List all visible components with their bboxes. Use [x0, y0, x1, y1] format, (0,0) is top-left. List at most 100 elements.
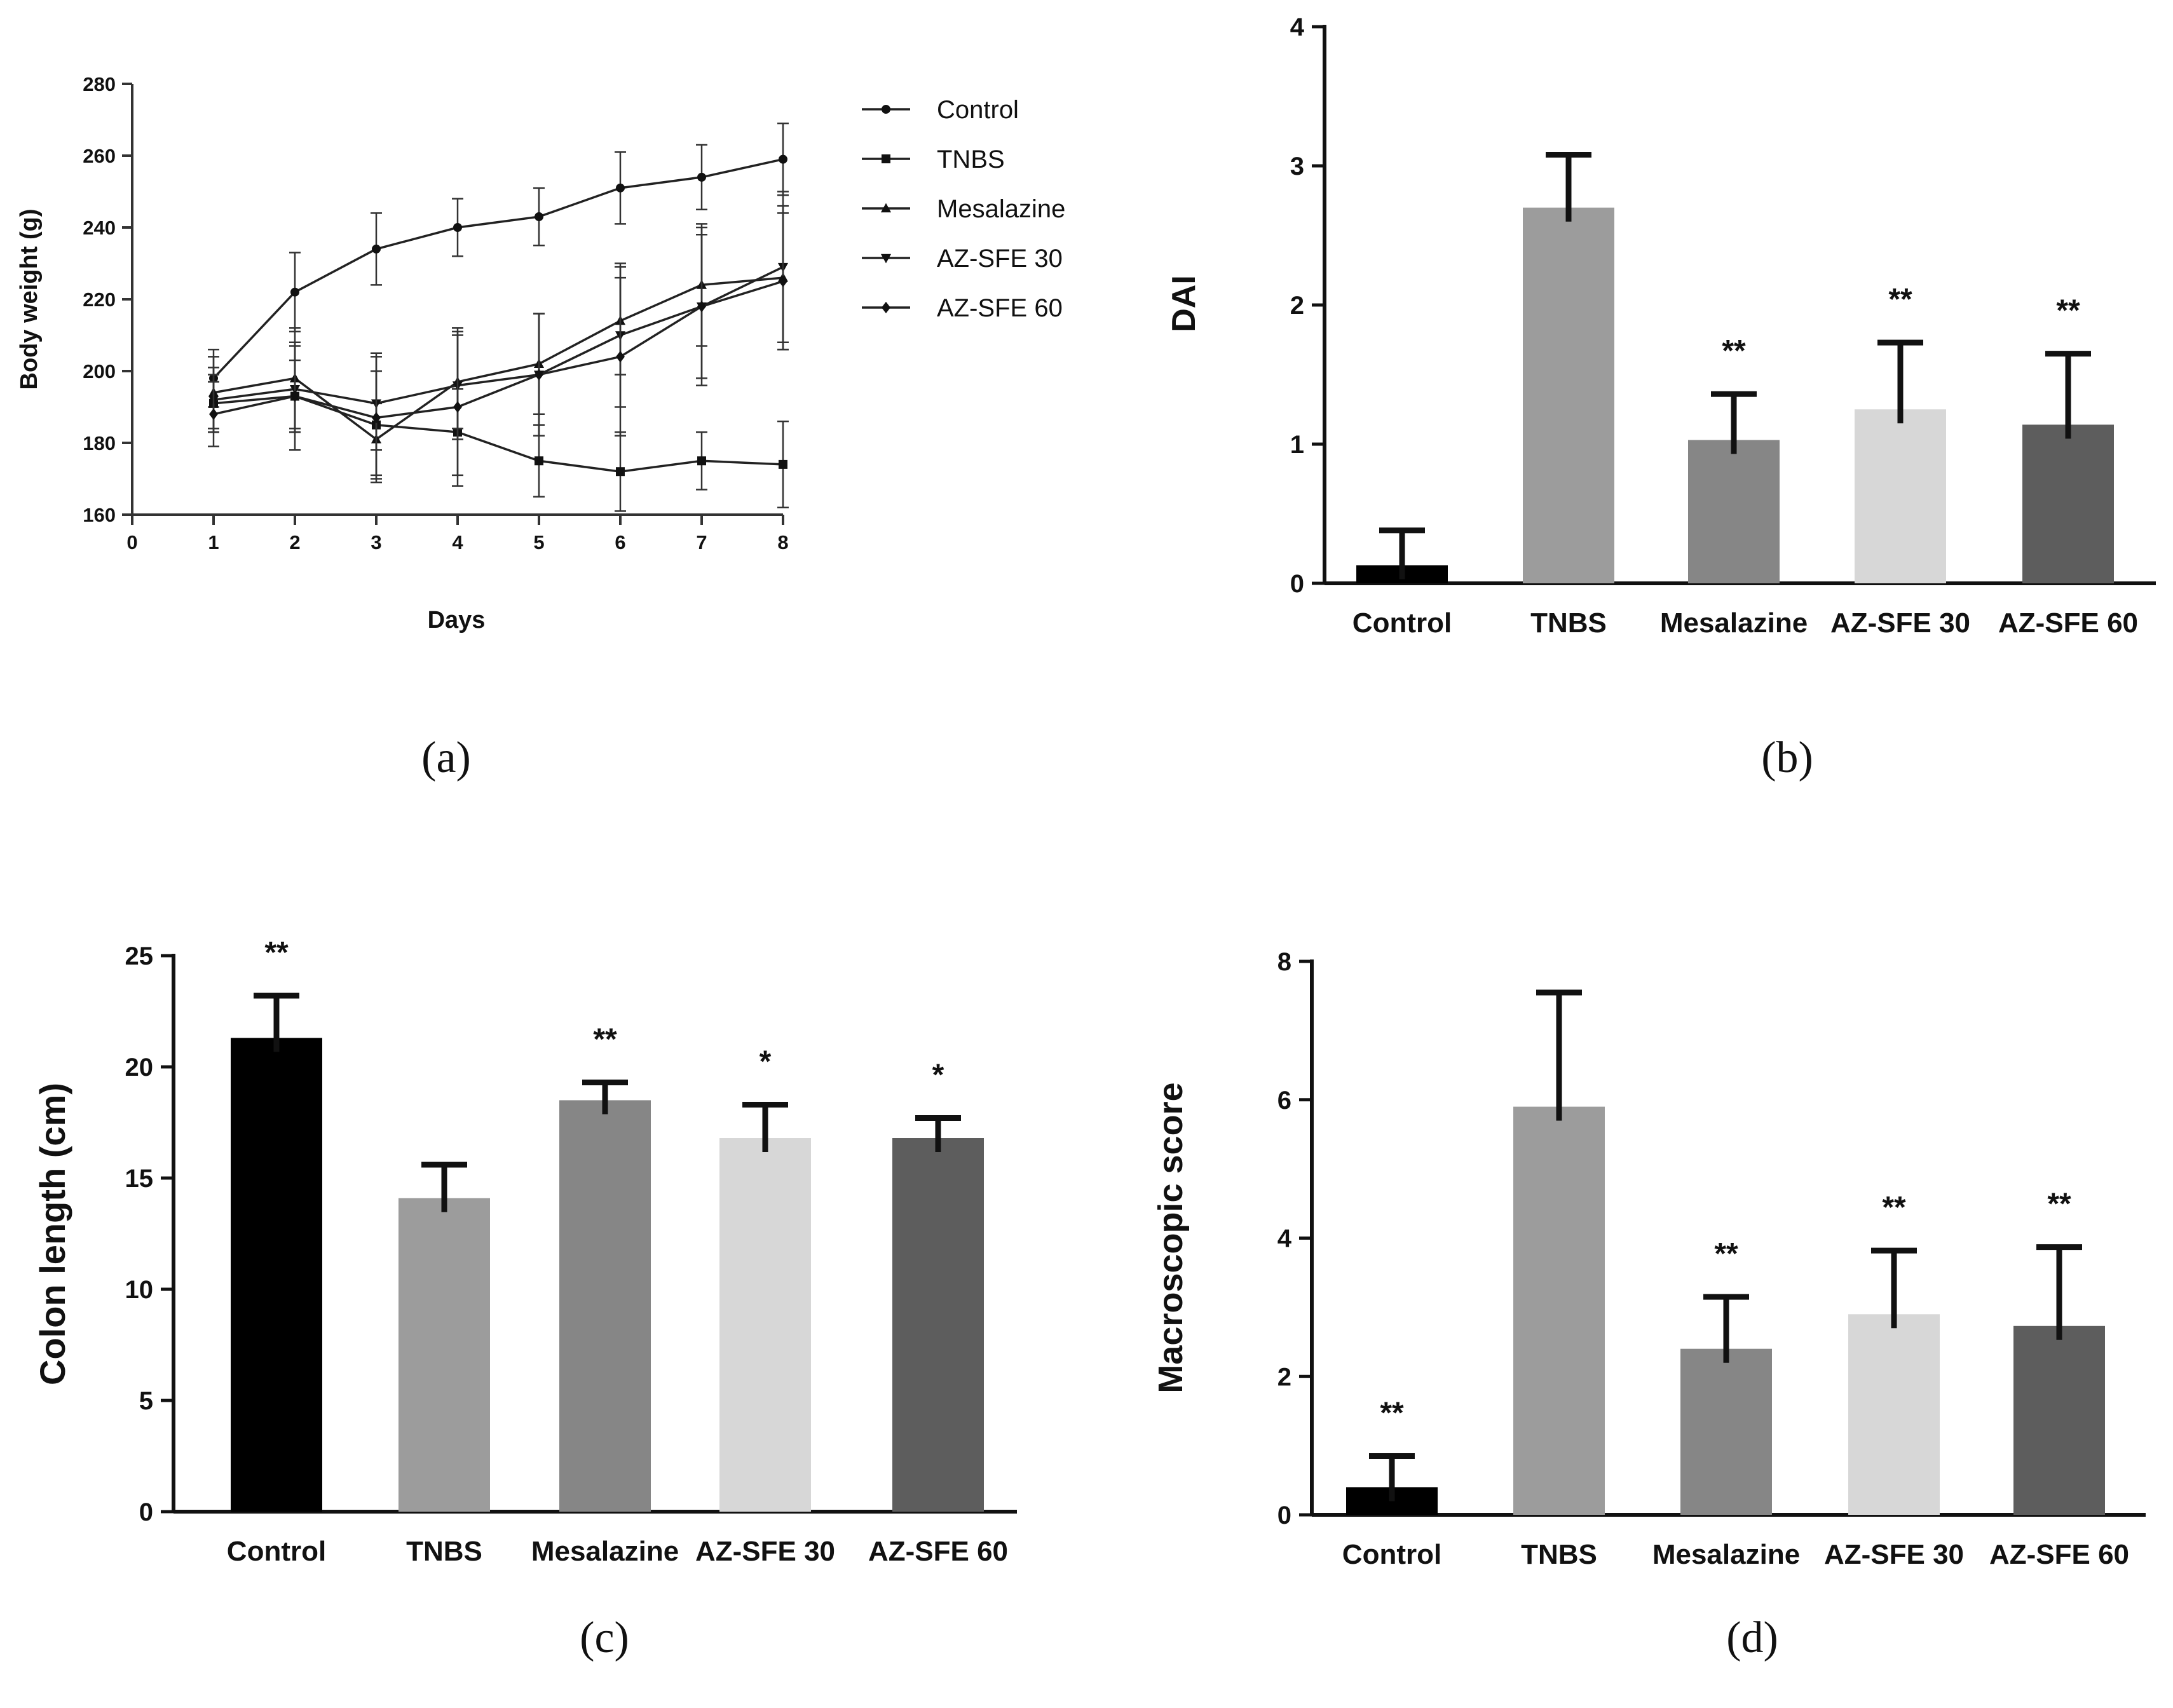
bar [398, 1198, 490, 1512]
x-tick-label: 6 [615, 531, 625, 553]
y-tick-label: 3 [1290, 152, 1304, 180]
data-point [209, 408, 218, 420]
x-tick-label: Control [1342, 1539, 1441, 1570]
y-tick-label: 8 [1277, 948, 1291, 976]
x-tick-label: AZ-SFE 60 [1989, 1539, 2129, 1570]
bar-group-control [231, 993, 322, 1512]
bar [2013, 1325, 2105, 1515]
legend-marker [882, 105, 890, 114]
legend-label: AZ-SFE 60 [937, 294, 1063, 322]
legend-label: TNBS [937, 146, 1005, 173]
panel-d-macroscopic-score-bar-chart: 0 2 4 6 8 Macroscopic score Control ** TNBS Mesal… [1152, 948, 2146, 1570]
figure-label-b: (b) [1761, 733, 1813, 782]
bar-group-az-sfe-60 [2013, 1244, 2105, 1515]
legend-marker [880, 254, 892, 264]
x-tick-label: AZ-SFE 30 [1830, 607, 1970, 639]
significance-label: ** [1888, 283, 1912, 316]
bar [1855, 409, 1946, 583]
data-point [616, 351, 625, 363]
x-tick-label: Mesalazine [1660, 607, 1808, 639]
legend-marker [882, 301, 890, 314]
y-tick-label: 0 [1290, 570, 1304, 598]
series-line [213, 266, 784, 405]
y-axis-title: Colon length (cm) [32, 1083, 72, 1385]
y-tick-label: 20 [125, 1054, 154, 1081]
legend-label: Control [937, 96, 1019, 124]
figure-label-c: (c) [580, 1613, 629, 1662]
legend: Control TNBS Mesalazine AZ-SFE 30 AZ-SFE 60 [862, 96, 1065, 322]
significance-label: * [760, 1045, 772, 1079]
data-point [697, 172, 706, 182]
x-tick-label: AZ-SFE 30 [1824, 1539, 1964, 1570]
y-tick-label: 160 [83, 504, 116, 526]
data-point [290, 390, 299, 402]
y-tick-label: 2 [1290, 292, 1304, 320]
bar [1680, 1348, 1772, 1515]
x-tick-label: 8 [777, 531, 788, 553]
series-line [213, 276, 784, 441]
data-point [372, 244, 381, 254]
y-tick-label: 4 [1290, 13, 1305, 41]
y-tick-label: 6 [1277, 1087, 1291, 1115]
significance-label: ** [1722, 334, 1746, 368]
x-tick-label: 0 [126, 531, 137, 553]
data-point [616, 183, 625, 193]
y-tick-label: 10 [125, 1276, 154, 1304]
data-point [535, 212, 543, 222]
significance-label: ** [2056, 294, 2080, 328]
significance-label: ** [2047, 1188, 2071, 1221]
data-point [372, 412, 381, 424]
x-tick-label: TNBS [406, 1536, 482, 1567]
data-point [290, 287, 299, 297]
x-tick-label: TNBS [1521, 1539, 1597, 1570]
y-tick-label: 220 [83, 288, 116, 311]
significance-label: ** [1882, 1191, 1906, 1224]
series-line [212, 158, 784, 379]
bar [719, 1138, 811, 1512]
bar [1688, 440, 1780, 583]
x-tick-label: Mesalazine [1652, 1539, 1800, 1570]
legend-marker [880, 203, 892, 213]
bar [559, 1100, 651, 1512]
bar [2022, 424, 2114, 583]
y-axis-title: DAI [1166, 275, 1202, 332]
y-tick-label: 25 [125, 942, 154, 970]
bar-group-mesalazine [1688, 391, 1780, 583]
bar-group-tnbs [1513, 989, 1605, 1515]
x-tick-label: 2 [289, 531, 300, 553]
y-tick-label: 5 [139, 1387, 153, 1415]
bar-group-control [1356, 527, 1448, 583]
data-point [779, 459, 787, 469]
data-point [453, 223, 462, 232]
legend-marker [882, 154, 890, 163]
x-tick-label: Control [227, 1536, 326, 1567]
significance-label: ** [1714, 1237, 1738, 1271]
bar-group-az-sfe-60 [2022, 351, 2114, 583]
bar-group-mesalazine [1680, 1294, 1772, 1515]
bar-group-az-sfe-30 [719, 1102, 811, 1512]
figure-label-d: (d) [1726, 1613, 1778, 1662]
bar [1513, 1106, 1605, 1515]
y-tick-label: 240 [83, 217, 116, 239]
data-point [535, 456, 543, 466]
data-point [779, 154, 787, 164]
bar-group-tnbs [1523, 151, 1614, 583]
bar-group-az-sfe-60 [892, 1115, 984, 1512]
significance-label: ** [1380, 1396, 1404, 1430]
data-point [535, 369, 543, 381]
series-control [208, 122, 789, 408]
data-point [697, 301, 706, 313]
bar-group-az-sfe-30 [1855, 339, 1946, 583]
series-az-sfe-60 [208, 212, 789, 487]
legend-label: AZ-SFE 30 [937, 245, 1063, 273]
y-tick-label: 200 [83, 360, 116, 383]
panel-a-line-chart: 160 180 200 220 240 260 280 0 1 2 3 4 5 6 7 8 Days Body w… [16, 73, 1065, 634]
y-tick-label: 4 [1277, 1225, 1292, 1253]
panel-b-dai-bar-chart: 0 1 2 3 4 DAI Control TNBS Mesalazine ** AZ-SFE 30… [1166, 13, 2156, 639]
y-tick-label: 260 [83, 145, 116, 167]
y-axis-title: Body weight (g) [16, 209, 43, 390]
bar [1523, 207, 1614, 583]
y-tick-label: 0 [139, 1498, 153, 1526]
